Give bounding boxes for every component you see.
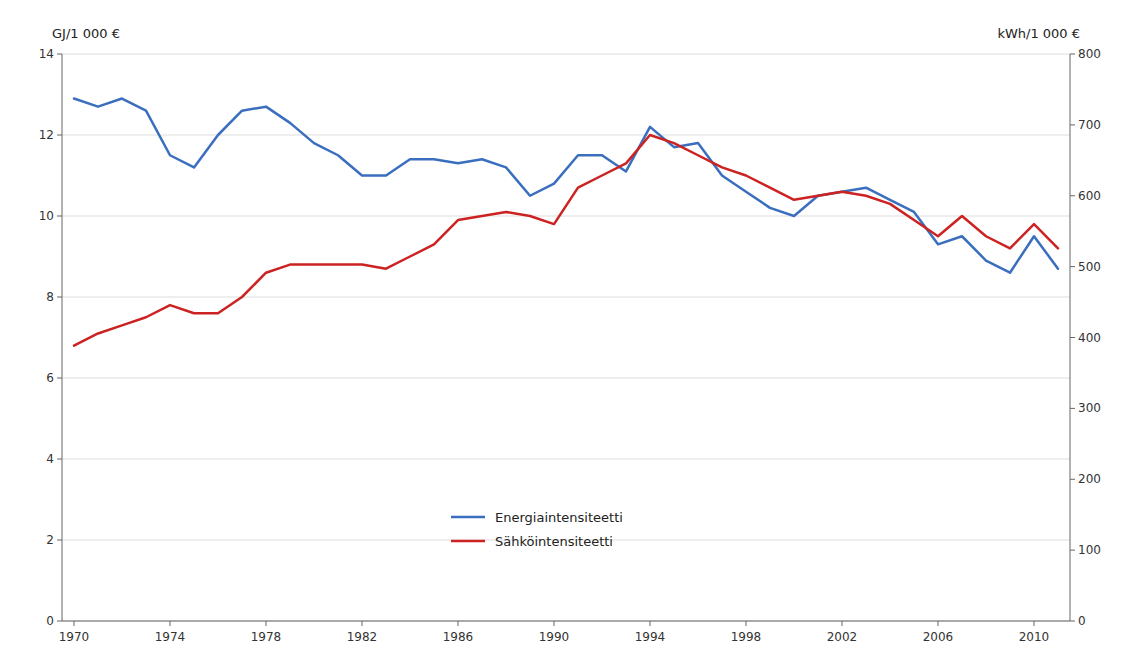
grid-line [62,378,1070,379]
x-tick-label: 2002 [827,630,858,644]
x-tick [746,621,747,626]
plot-area [74,99,1058,346]
x-tick-label: 1986 [443,630,474,644]
y-tick [57,297,62,298]
y-tick [57,54,62,55]
y2-tick-label: 100 [1078,543,1101,557]
legend-label: Energiaintensiteetti [495,510,623,525]
x-tick-label: 1990 [539,630,570,644]
x-tick [938,621,939,626]
y2-tick [1070,195,1075,196]
y2-tick-label: 500 [1078,260,1101,274]
y-tick [57,459,62,460]
x-tick-label: 1994 [635,630,666,644]
x-tick [266,621,267,626]
y2-tick-label: 400 [1078,331,1101,345]
grid [62,54,1070,621]
x-tick [458,621,459,626]
chart-container: 0 2 4 6 8 10 12 14 0 100 200 300 400 500 600 700 800 1970… [0,0,1142,667]
y2-tick [1070,124,1075,125]
x-tick-label: 2010 [1019,630,1050,644]
y2-tick [1070,266,1075,267]
x-tick [554,621,555,626]
y2-tick [1070,408,1075,409]
y-tick-label: 2 [46,533,54,547]
y2-tick-label: 300 [1078,401,1101,415]
y-tick-label: 4 [46,452,54,466]
y-tick-label: 12 [39,128,54,142]
grid-line [62,621,1070,622]
y-axis-line [62,54,63,621]
chart: 0 2 4 6 8 10 12 14 0 100 200 300 400 500 600 700 800 1970… [0,0,1142,667]
y2-axis-line [1070,54,1071,621]
grid-line [62,54,1070,55]
legend-swatch [451,516,485,519]
grid-line [62,459,1070,460]
y-tick-label: 0 [46,614,54,628]
y2-tick-label: 0 [1078,614,1086,628]
x-tick [1034,621,1035,626]
y-tick-label: 8 [46,290,54,304]
y-tick [57,540,62,541]
y-tick [57,621,62,622]
y-tick [57,378,62,379]
axes: 0 2 4 6 8 10 12 14 0 100 200 300 400 500 600 700 800 1970… [39,47,1101,644]
x-tick-label: 1978 [251,630,282,644]
legend-label: Sähköintensiteetti [495,534,613,549]
grid-line [62,135,1070,136]
y2-tick [1070,621,1075,622]
y-tick-label: 6 [46,371,54,385]
x-tick [650,621,651,626]
y2-tick-label: 600 [1078,189,1101,203]
y-axis-label: GJ/1 000 € [52,26,120,41]
x-tick-label: 1998 [731,630,762,644]
x-tick-label: 1974 [155,630,186,644]
y-tick [57,135,62,136]
y-tick [57,216,62,217]
y2-tick-label: 200 [1078,472,1101,486]
x-tick [842,621,843,626]
x-tick-label: 1970 [59,630,90,644]
y2-tick-label: 800 [1078,47,1101,61]
y2-tick-label: 700 [1078,118,1101,132]
y-tick-label: 10 [39,209,54,223]
x-axis-line [62,621,1070,622]
x-tick [74,621,75,626]
grid-line [62,297,1070,298]
x-tick [170,621,171,626]
x-tick-label: 2006 [923,630,954,644]
y-tick-label: 14 [39,47,54,61]
y2-tick [1070,550,1075,551]
y2-tick [1070,54,1075,55]
x-tick [362,621,363,626]
y2-tick [1070,337,1075,338]
series-line [74,99,1058,273]
series-line [74,135,1058,346]
legend-swatch [451,540,485,543]
x-tick-label: 1982 [347,630,378,644]
y2-axis-label: kWh/1 000 € [997,26,1080,41]
legend: Energiaintensiteetti Sähköintensiteetti [451,510,623,549]
y2-tick [1070,479,1075,480]
